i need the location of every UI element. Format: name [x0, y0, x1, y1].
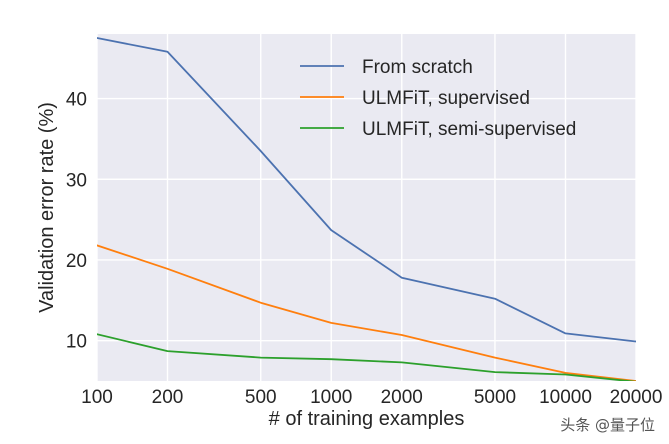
legend-label-1: From scratch [362, 57, 473, 78]
series-line-3 [97, 333, 636, 381]
series-line-1 [97, 37, 636, 343]
x-tick-label: 100 [81, 387, 113, 408]
x-axis-ticks: 100 200 500 1000 2000 5000 10000 20000 [81, 387, 662, 408]
legend: From scratch ULMFiT, supervised ULMFiT, se… [300, 57, 576, 140]
y-axis-label: Validation error rate (%) [36, 102, 58, 313]
watermark: 头条 @量子位 [556, 413, 659, 436]
y-axis-ticks: 10 20 30 40 [66, 90, 87, 353]
legend-label-3: ULMFiT, semi-supervised [362, 119, 576, 140]
legend-label-2: ULMFiT, supervised [362, 88, 530, 109]
y-tick-label: 30 [66, 170, 87, 191]
x-tick-label: 200 [152, 387, 184, 408]
x-tick-label: 5000 [474, 387, 516, 408]
grid [96, 34, 637, 381]
x-tick-label: 10000 [539, 387, 592, 408]
series-lines [97, 37, 636, 381]
x-tick-label: 500 [245, 387, 277, 408]
x-tick-label: 20000 [610, 387, 663, 408]
y-tick-label: 40 [66, 90, 87, 111]
series-line-2 [97, 244, 636, 381]
y-tick-label: 20 [66, 251, 87, 272]
x-tick-label: 1000 [310, 387, 352, 408]
x-axis-label: # of training examples [269, 408, 465, 430]
y-tick-label: 10 [66, 332, 87, 353]
x-tick-label: 2000 [381, 387, 423, 408]
